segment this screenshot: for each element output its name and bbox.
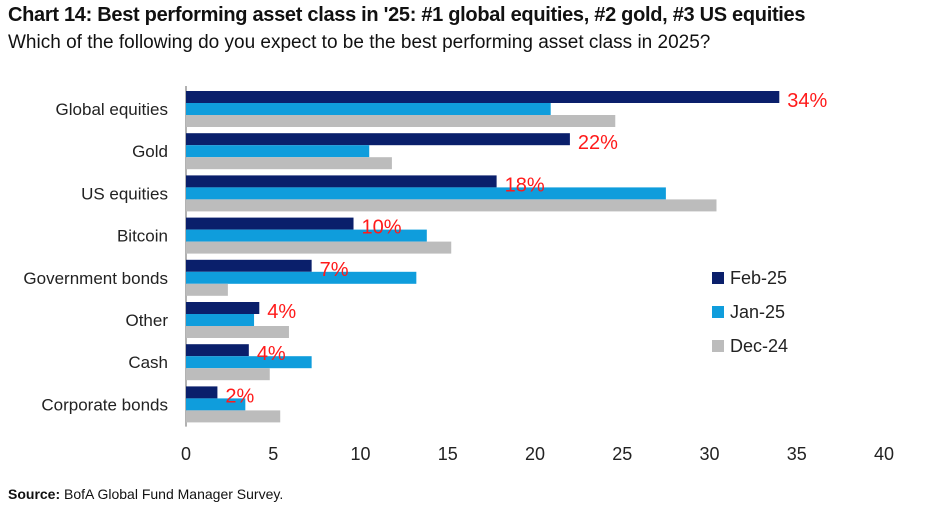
bar-feb-25-3 <box>186 217 354 230</box>
data-label: 18% <box>505 174 545 196</box>
source-note: Source: BofA Global Fund Manager Survey. <box>8 486 283 502</box>
legend-swatch <box>712 306 724 318</box>
bar-dec-24-0 <box>186 115 616 127</box>
legend-label: Jan-25 <box>730 302 785 322</box>
legend-label: Feb-25 <box>730 268 787 288</box>
legend-swatch <box>712 340 724 352</box>
source-label: Source: <box>8 486 61 502</box>
axis-group: Global equities Gold US equities Bitcoin Gov… <box>23 86 894 464</box>
x-tick-label: 0 <box>181 444 191 464</box>
bars-group <box>186 91 780 423</box>
bar-dec-24-6 <box>186 368 270 381</box>
x-tick-label: 35 <box>787 444 807 464</box>
x-tick-label: 40 <box>874 444 894 464</box>
data-label: 4% <box>267 301 296 323</box>
bar-dec-24-2 <box>186 199 717 212</box>
category-label: Government bonds <box>23 269 168 288</box>
category-label: Gold <box>132 142 168 161</box>
bar-feb-25-6 <box>186 344 249 357</box>
x-tick-label: 30 <box>699 444 719 464</box>
bar-jan-25-4 <box>186 271 417 284</box>
chart-subtitle: Which of the following do you expect to … <box>8 32 711 53</box>
category-label: US equities <box>81 184 168 203</box>
source-text: BofA Global Fund Manager Survey. <box>64 486 284 502</box>
bar-jan-25-5 <box>186 314 255 326</box>
x-tick-label: 15 <box>438 444 458 464</box>
bar-feb-25-2 <box>186 175 497 188</box>
bar-jan-25-6 <box>186 356 312 369</box>
bar-feb-25-5 <box>186 302 260 314</box>
data-label: 7% <box>320 259 349 281</box>
labels-group: 34%22%18%10%7%4%4%2% <box>225 90 827 407</box>
legend-label: Dec-24 <box>730 336 788 356</box>
bar-feb-25-0 <box>186 91 780 103</box>
bar-feb-25-7 <box>186 386 218 399</box>
bar-jan-25-0 <box>186 103 551 115</box>
x-tick-label: 20 <box>525 444 545 464</box>
x-tick-label: 10 <box>350 444 370 464</box>
category-label: Corporate bonds <box>41 395 168 414</box>
bar-dec-24-1 <box>186 157 392 170</box>
data-label: 4% <box>257 343 286 365</box>
bar-dec-24-3 <box>186 241 452 254</box>
bar-feb-25-1 <box>186 133 570 146</box>
category-label: Global equities <box>56 100 168 119</box>
data-label: 22% <box>578 132 618 154</box>
legend: Feb-25 Jan-25 Dec-24 <box>712 268 788 356</box>
category-label: Bitcoin <box>117 227 168 246</box>
chart-title: Chart 14: Best performing asset class in… <box>8 4 806 26</box>
bar-dec-24-7 <box>186 410 281 423</box>
x-tick-label: 25 <box>612 444 632 464</box>
data-label: 10% <box>362 217 402 239</box>
data-label: 34% <box>787 90 827 112</box>
bar-dec-24-5 <box>186 326 289 338</box>
bar-jan-25-7 <box>186 398 246 411</box>
bar-feb-25-4 <box>186 259 312 272</box>
bar-jan-25-2 <box>186 187 666 200</box>
category-label: Other <box>125 311 168 330</box>
bar-dec-24-4 <box>186 283 228 296</box>
bar-jan-25-1 <box>186 145 370 158</box>
bar-jan-25-3 <box>186 229 427 242</box>
legend-swatch <box>712 272 724 284</box>
data-label: 2% <box>225 385 254 407</box>
x-tick-label: 5 <box>268 444 278 464</box>
category-label: Cash <box>128 353 168 372</box>
